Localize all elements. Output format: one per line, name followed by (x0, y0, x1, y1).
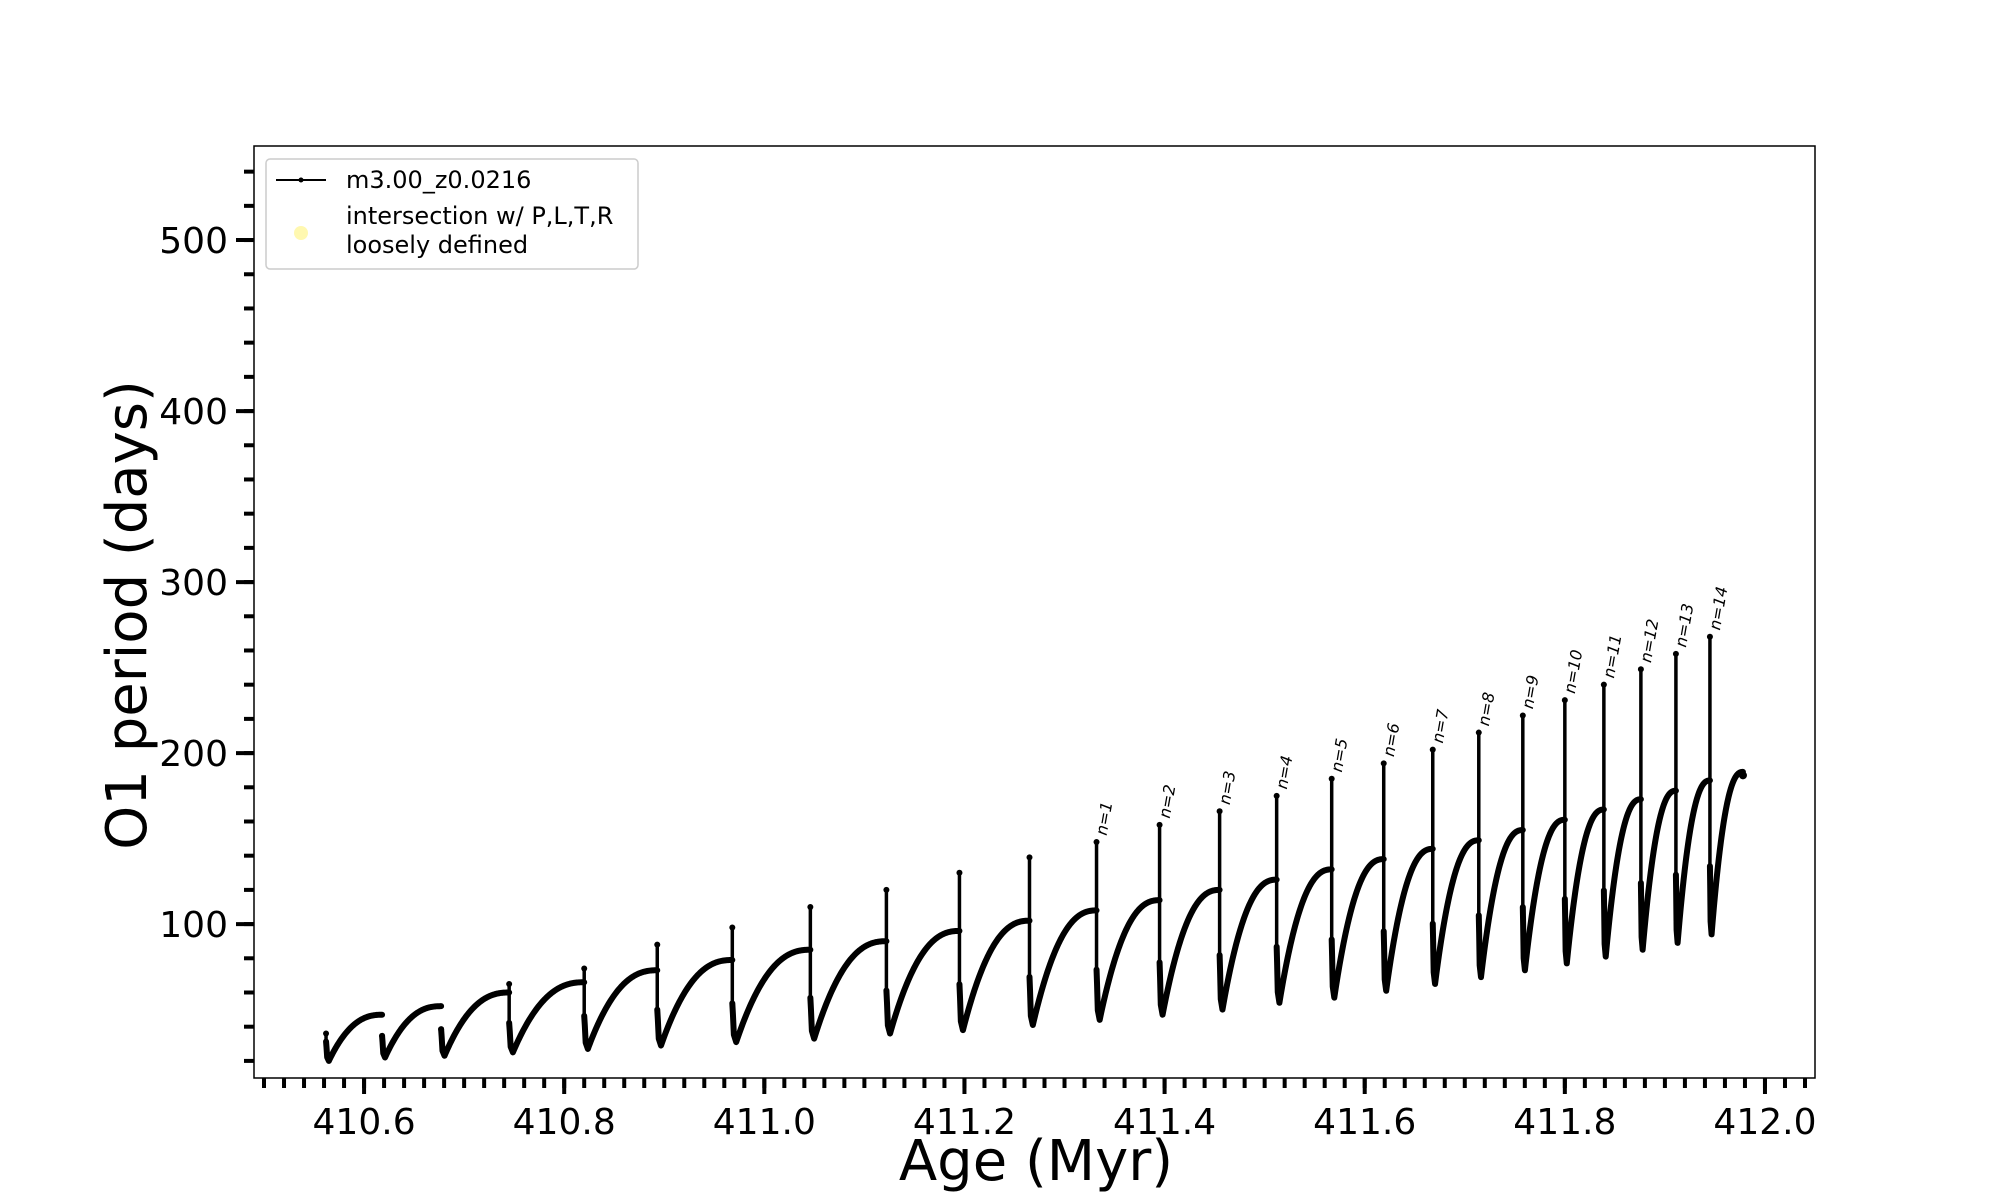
series-cycle-line (729, 946, 814, 1046)
series-cycle-line (1380, 845, 1436, 994)
legend-label-intersection-line2: loosely defined (346, 231, 528, 259)
pulse-spike-point (379, 1032, 386, 1039)
plot-frame (253, 145, 1816, 1079)
y-tick-label: 100 (159, 905, 228, 946)
series-cycle-line (1026, 907, 1100, 1028)
series-cycle-line (1637, 787, 1679, 953)
series-cycle-line (956, 917, 1033, 1034)
pulse-spike-point (438, 1026, 445, 1033)
y-axis-label: O1 period (days) (95, 380, 160, 850)
x-tick-label: 411.6 (1313, 1102, 1416, 1143)
series-cycle-line (1561, 806, 1607, 967)
legend-box (265, 158, 639, 270)
pulse-annotation: n=7 (1428, 707, 1453, 744)
pulse-annotation: n=12 (1636, 617, 1662, 664)
pulse-spike-point (654, 941, 661, 948)
series-cycle-line (438, 989, 513, 1059)
x-tick-label: 411.0 (713, 1102, 816, 1143)
pulse-annotation: n=10 (1560, 648, 1586, 695)
x-tick-label: 411.8 (1513, 1102, 1616, 1143)
legend-label-series: m3.00_z0.0216 (346, 166, 531, 194)
series-cycle-line (1600, 796, 1644, 960)
series-cycle-line (1429, 837, 1482, 987)
pulse-spike-point (1600, 681, 1607, 688)
pulse-spike-point (1156, 821, 1163, 828)
x-tick-label: 410.6 (313, 1102, 416, 1143)
pulse-spike-point (1429, 746, 1436, 753)
series-cycle-line (379, 1003, 445, 1061)
y-axis: 100 200 300 400 500 (159, 169, 254, 1063)
pulse-annotation: n=4 (1272, 754, 1297, 791)
pulse-spike-point (506, 980, 513, 987)
pulse-annotation: n=9 (1518, 674, 1543, 711)
pulse-spike-point (1519, 712, 1526, 719)
pulse-annotation: n=8 (1474, 691, 1499, 728)
x-axis-label: Age (Myr) (899, 1129, 1173, 1194)
pulse-annotation: n=6 (1379, 721, 1404, 758)
series-end-point (1738, 771, 1747, 780)
y-tick-label: 400 (159, 392, 228, 433)
pulse-spike-point (1561, 697, 1568, 704)
series-cycle-line (1328, 856, 1387, 1001)
pulse-spike-point (1328, 775, 1335, 782)
x-tick-label: 412.0 (1713, 1102, 1816, 1143)
pulse-spike-point (807, 903, 814, 910)
pulse-annotation: n=11 (1599, 633, 1625, 680)
pulse-annotation: n=14 (1705, 585, 1731, 632)
y-tick-label: 300 (159, 563, 228, 604)
legend-label-intersection-line1: intersection w/ P,L,T,R (346, 202, 613, 230)
series-cycle-line (323, 1011, 386, 1064)
pulse-annotation: n=5 (1327, 737, 1352, 774)
pulse-annotation: n=1 (1092, 800, 1117, 837)
y-tick-label: 500 (159, 221, 228, 262)
pulse-spike-point (323, 1030, 330, 1037)
series-cycle-line (807, 938, 890, 1042)
series-cycle-line (1706, 768, 1746, 938)
pulse-spike-point (1273, 792, 1280, 799)
pulse-spike-point (1706, 633, 1713, 640)
series-cycle-line (1273, 866, 1335, 1006)
pulse-annotation: n=13 (1671, 602, 1697, 649)
series-cycle-line (883, 927, 963, 1037)
legend-dot-marker (298, 177, 304, 183)
x-axis: 410.6 410.8 411.0 411.2 411.4 411.6 411.8 412.0 (262, 1078, 1816, 1143)
pulse-spike-point (729, 924, 736, 931)
series-cycle-line (1216, 876, 1280, 1013)
plot-area: n=1 n=2 n=3 n=4 n=5 n=6 n=7 n=8 n=9 n=10 n=11 n=12 n… (253, 145, 1816, 1079)
x-tick-label: 411.2 (913, 1102, 1016, 1143)
legend: m3.00_z0.0216 intersection w/ P,L,T,R lo… (265, 158, 639, 270)
series-cycle-line (1475, 827, 1526, 981)
pulse-spike-point (581, 965, 588, 972)
pulse-spike-point (1026, 854, 1033, 861)
pulse-spike-point (1093, 839, 1100, 846)
series-cycle-line (654, 957, 736, 1049)
pulse-spike-point (1380, 760, 1387, 767)
series-cycle-line (1519, 816, 1568, 974)
y-tick-label: 200 (159, 734, 228, 775)
x-tick-label: 411.4 (1113, 1102, 1216, 1143)
pulse-spike-point (1216, 808, 1223, 815)
pulse-annotation: n=2 (1155, 783, 1180, 820)
pulse-spike-point (1637, 666, 1644, 673)
series-cycle-line (581, 967, 661, 1052)
series-cycle-line (506, 979, 588, 1056)
pulse-spike-point (1475, 729, 1482, 736)
series-cycle-line (1672, 777, 1713, 946)
pulse-annotation: n=3 (1215, 769, 1240, 806)
series-cycle-line (1093, 897, 1163, 1023)
x-tick-label: 410.8 (513, 1102, 616, 1143)
pulse-spike-point (1672, 650, 1679, 657)
pulse-spike-point (956, 869, 963, 876)
pulse-spike-point (883, 886, 890, 893)
legend-circle-marker (294, 226, 308, 240)
series-cycle-line (1156, 886, 1223, 1018)
